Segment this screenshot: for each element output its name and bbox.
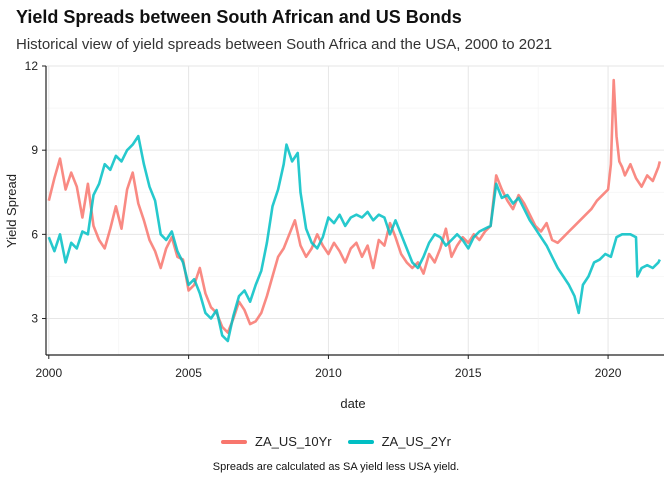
- y-tick-label: 12: [25, 59, 39, 73]
- legend-item-za-us-2yr: ZA_US_2Yr: [347, 434, 451, 449]
- x-tick-label: 2005: [175, 366, 202, 380]
- chart-caption: Spreads are calculated as SA yield less …: [212, 461, 460, 473]
- legend: ZA_US_10Yr ZA_US_2Yr: [0, 434, 672, 449]
- y-axis-label: Yield Spread: [4, 174, 19, 248]
- x-axis-label: date: [340, 396, 365, 411]
- legend-swatch-2yr: [347, 439, 374, 444]
- x-tick-label: 2010: [315, 366, 342, 380]
- y-tick-label: 6: [31, 227, 38, 241]
- x-tick-label: 2020: [595, 366, 622, 380]
- y-tick-label: 9: [31, 143, 38, 157]
- legend-label-10yr: ZA_US_10Yr: [255, 434, 332, 449]
- legend-item-za-us-10yr: ZA_US_10Yr: [221, 434, 332, 449]
- line-chart: 2000 2005 2010 2015 2020 3 6 9 12 date Yield Sp…: [4, 59, 664, 411]
- chart-subtitle: Historical view of yield spreads between…: [16, 36, 553, 53]
- series-layer: [47, 78, 662, 343]
- x-axis-ticks: 2000 2005 2010 2015 2020: [35, 355, 622, 380]
- y-axis-ticks: 3 6 9 12: [25, 59, 46, 326]
- legend-swatch-10yr: [221, 439, 248, 444]
- x-tick-label: 2000: [35, 366, 62, 380]
- legend-label-2yr: ZA_US_2Yr: [381, 434, 451, 449]
- x-tick-label: 2015: [455, 366, 482, 380]
- y-tick-label: 3: [31, 312, 38, 326]
- grid-lines: [46, 65, 664, 355]
- series-line-za-us-2yr: [47, 134, 661, 343]
- chart-title: Yield Spreads between South African and …: [16, 7, 462, 27]
- series-line-za-us-10yr: [47, 78, 662, 334]
